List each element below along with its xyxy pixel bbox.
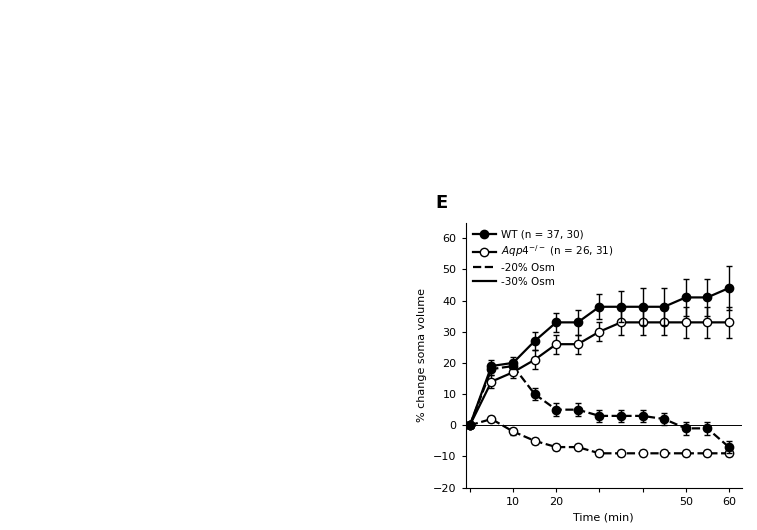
Legend: WT (n = 37, 30), $Aqp4^{-/-}$ (n = 26, 31), -20% Osm, -30% Osm: WT (n = 37, 30), $Aqp4^{-/-}$ (n = 26, 3… (471, 228, 615, 289)
X-axis label: Time (min): Time (min) (573, 512, 634, 522)
Y-axis label: % change soma volume: % change soma volume (417, 288, 428, 422)
Text: E: E (435, 194, 447, 212)
